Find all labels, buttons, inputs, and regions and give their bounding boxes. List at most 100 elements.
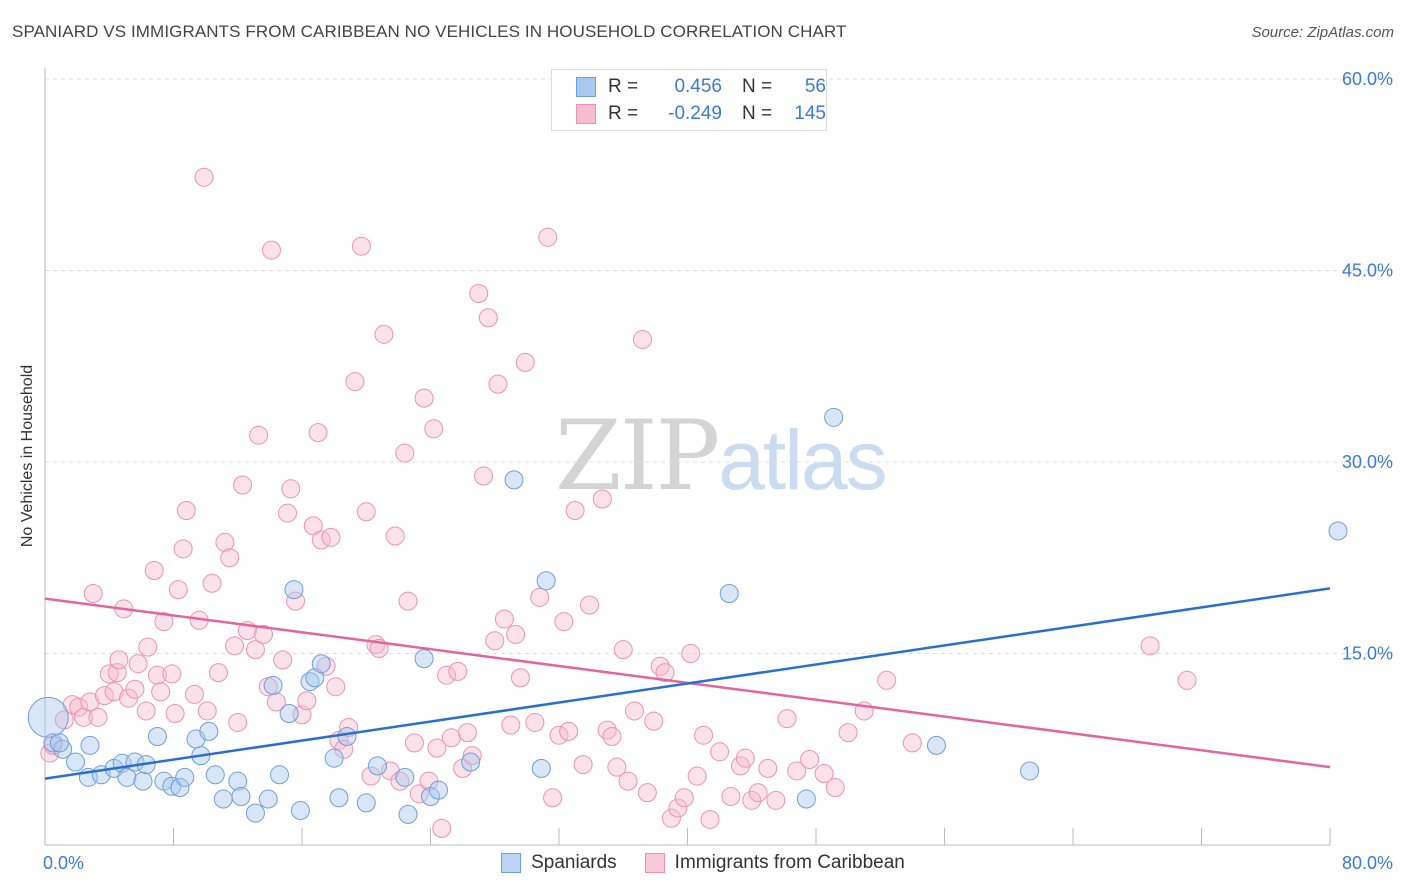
legend-r-value: -0.249 xyxy=(668,103,722,124)
spaniard-point xyxy=(398,804,418,824)
spaniard-point xyxy=(305,668,325,688)
caribbean-point xyxy=(538,227,558,247)
legend-row-spaniards: R = 0.456 N = 56 xyxy=(576,74,826,100)
caribbean-point xyxy=(565,501,585,521)
caribbean-point xyxy=(249,425,269,445)
caribbean-point xyxy=(138,637,158,657)
caribbean-point xyxy=(506,624,526,644)
spaniard-point xyxy=(324,748,344,768)
caribbean-point xyxy=(457,723,477,743)
caribbean-point xyxy=(633,329,653,349)
caribbean-point xyxy=(902,733,922,753)
caribbean-point xyxy=(128,654,148,674)
spaniard-trend-line xyxy=(44,587,1331,780)
legend-swatch-pink xyxy=(644,853,665,873)
caribbean-point xyxy=(147,665,167,685)
spaniard-point xyxy=(536,571,556,591)
caribbean-point xyxy=(40,743,60,763)
spaniard-point xyxy=(279,704,299,724)
caribbean-point xyxy=(321,527,341,547)
caribbean-point xyxy=(125,679,145,699)
spaniard-point xyxy=(27,696,69,738)
correlation-legend: R = 0.456 N = 56 R = -0.249 N = 145 xyxy=(551,69,827,131)
caribbean-point xyxy=(580,595,600,615)
spaniard-point xyxy=(258,789,278,809)
caribbean-point xyxy=(220,548,240,568)
caribbean-point xyxy=(448,661,468,681)
spaniard-point xyxy=(337,726,357,746)
caribbean-point xyxy=(208,663,228,683)
spaniard-point xyxy=(421,786,440,806)
spaniard-point xyxy=(49,733,69,753)
caribbean-point xyxy=(194,167,214,187)
caribbean-point xyxy=(83,583,103,603)
spaniard-point xyxy=(66,752,86,772)
caribbean-point xyxy=(165,704,185,724)
spaniard-point xyxy=(133,771,153,791)
caribbean-point xyxy=(173,539,193,559)
caribbean-point xyxy=(758,758,778,778)
spaniard-point xyxy=(205,765,225,785)
spaniard-point xyxy=(199,721,219,741)
caribbean-point xyxy=(462,746,482,766)
axes xyxy=(44,68,1331,846)
caribbean-point xyxy=(607,757,627,777)
caribbean-point xyxy=(104,682,124,702)
spaniard-point xyxy=(170,778,190,798)
caribbean-point xyxy=(800,749,820,769)
caribbean-point xyxy=(877,670,897,690)
caribbean-point xyxy=(554,612,574,632)
caribbean-point xyxy=(225,636,245,656)
spaniard-point xyxy=(245,803,265,823)
spaniard-point xyxy=(429,780,449,800)
caribbean-point xyxy=(351,236,371,256)
caribbean-point xyxy=(485,631,505,651)
caribbean-point xyxy=(650,656,670,676)
caribbean-point xyxy=(136,701,156,721)
caribbean-point xyxy=(573,755,593,775)
caribbean-point xyxy=(297,691,317,711)
caribbean-point xyxy=(261,240,281,260)
caribbean-point xyxy=(168,580,188,600)
caribbean-point xyxy=(99,664,119,684)
caribbean-point xyxy=(814,764,834,784)
legend-label-caribbean: Immigrants from Caribbean xyxy=(674,852,905,873)
caribbean-point xyxy=(494,609,514,629)
legend-n-value: 145 xyxy=(794,103,826,124)
caribbean-point xyxy=(488,374,508,394)
caribbean-point xyxy=(602,726,622,746)
legend-label-spaniards: Spaniards xyxy=(531,852,617,873)
caribbean-point xyxy=(766,790,786,810)
legend-n-value: 56 xyxy=(804,76,826,97)
legend-item-caribbean: Immigrants from Caribbean xyxy=(644,852,905,874)
caribbean-point xyxy=(825,778,845,798)
caribbean-point xyxy=(469,283,489,303)
caribbean-point xyxy=(515,352,535,372)
caribbean-point xyxy=(197,701,217,721)
watermark: ZIPatlas xyxy=(555,400,888,512)
spaniard-point xyxy=(367,756,387,776)
chart-title: SPANIARD VS IMMIGRANTS FROM CARIBBEAN NO… xyxy=(12,22,847,41)
caribbean-point xyxy=(184,684,204,704)
caribbean-point xyxy=(543,788,563,808)
spaniard-point xyxy=(414,649,434,669)
caribbean-point xyxy=(88,707,108,727)
caribbean-point xyxy=(613,640,633,660)
caribbean-point xyxy=(308,423,328,443)
spaniard-point xyxy=(329,788,349,808)
tick-labels: 15.0% 30.0% 45.0% 60.0% 0.0% 80.0% xyxy=(43,69,1393,873)
caribbean-point xyxy=(787,761,807,781)
spaniard-point xyxy=(504,470,524,490)
spaniard-point xyxy=(356,793,376,813)
legend-swatch-blue xyxy=(501,853,522,873)
spaniard-points xyxy=(27,407,1348,824)
y-tick-label: 15.0% xyxy=(1342,644,1393,664)
caribbean-point xyxy=(228,712,248,732)
legend-n-label: N = xyxy=(742,103,773,124)
y-tick-label: 45.0% xyxy=(1342,261,1393,281)
caribbean-point xyxy=(144,561,164,581)
y-tick-label: 60.0% xyxy=(1342,69,1393,89)
spaniard-point xyxy=(263,675,283,695)
caribbean-point xyxy=(215,532,235,552)
